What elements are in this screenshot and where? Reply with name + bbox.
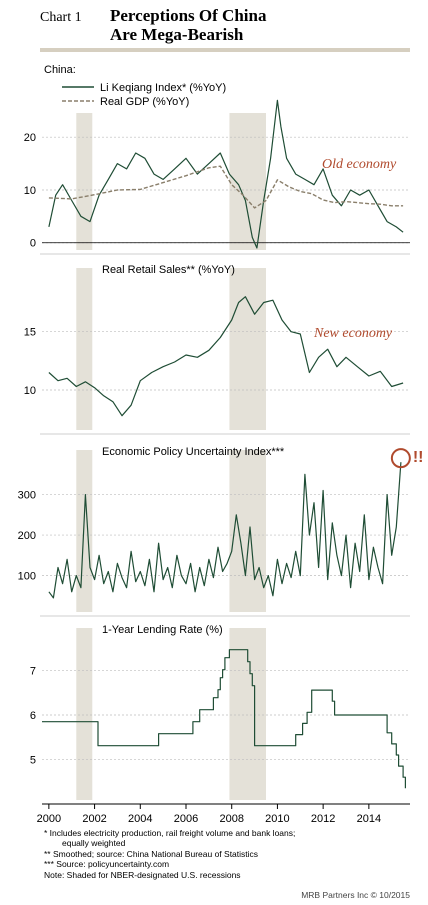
recession-shade xyxy=(229,268,266,430)
annotation-label: !! xyxy=(413,449,424,466)
chart-title: Perceptions Of China Are Mega-Bearish xyxy=(110,6,330,44)
recession-shade xyxy=(76,450,93,612)
y-tick-label: 100 xyxy=(18,571,36,583)
footnote-3: *** Source: policyuncertainty.com xyxy=(44,859,170,869)
x-tick-label: 2008 xyxy=(219,813,243,825)
footnote-4: Note: Shaded for NBER-designated U.S. re… xyxy=(44,870,241,880)
chart-title-line1: Perceptions Of China xyxy=(110,6,267,25)
annotation-label: New economy xyxy=(313,326,393,341)
y-tick-label: 6 xyxy=(30,710,36,722)
series-line xyxy=(48,462,402,599)
x-tick-label: 2012 xyxy=(311,813,335,825)
recession-shade xyxy=(76,268,93,430)
y-tick-label: 15 xyxy=(24,327,36,339)
series-line xyxy=(48,99,404,249)
highlight-circle xyxy=(390,448,411,469)
panel-title: 1-Year Lending Rate (%) xyxy=(102,624,223,636)
title-rule xyxy=(40,48,410,52)
legend-label: Li Keqiang Index* (%YoY) xyxy=(100,82,226,94)
recession-shade xyxy=(76,628,93,800)
footnote-2: ** Smoothed; source: China National Bure… xyxy=(44,849,259,859)
x-tick-label: 2004 xyxy=(128,813,152,825)
chart-title-line2: Are Mega-Bearish xyxy=(110,25,244,44)
footnote-1: * Includes electricity production, rail … xyxy=(44,828,296,838)
y-tick-label: 200 xyxy=(18,530,36,542)
series-line xyxy=(48,296,404,417)
series-line-gdp xyxy=(48,165,404,209)
y-tick-label: 7 xyxy=(30,666,36,678)
x-tick-label: 2014 xyxy=(357,813,381,825)
x-tick-label: 2002 xyxy=(82,813,106,825)
panel-title: Real Retail Sales** (%YoY) xyxy=(102,264,235,276)
y-tick-label: 10 xyxy=(24,385,36,397)
recession-shade xyxy=(76,113,93,250)
panel-title: Economic Policy Uncertainty Index*** xyxy=(102,446,285,458)
y-tick-label: 10 xyxy=(24,185,36,197)
recession-shade xyxy=(229,113,266,250)
legend-label: Real GDP (%YoY) xyxy=(100,96,189,108)
chart-header: Chart 1 Perceptions Of China Are Mega-Be… xyxy=(0,0,428,52)
y-tick-label: 0 xyxy=(30,238,36,250)
recession-shade xyxy=(229,450,266,612)
y-tick-label: 300 xyxy=(18,490,36,502)
x-tick-label: 2000 xyxy=(37,813,61,825)
panel-header-label: China: xyxy=(44,64,76,76)
x-tick-label: 2010 xyxy=(265,813,289,825)
x-tick-label: 2006 xyxy=(174,813,198,825)
source-credit: MRB Partners Inc © 10/2015 xyxy=(301,890,410,900)
series-line xyxy=(42,649,406,789)
y-tick-label: 5 xyxy=(30,754,36,766)
y-tick-label: 20 xyxy=(24,132,36,144)
annotation-label: Old economy xyxy=(322,157,397,172)
footnote-1b: equally weighted xyxy=(62,838,126,848)
chart-number-label: Chart 1 xyxy=(40,10,82,25)
